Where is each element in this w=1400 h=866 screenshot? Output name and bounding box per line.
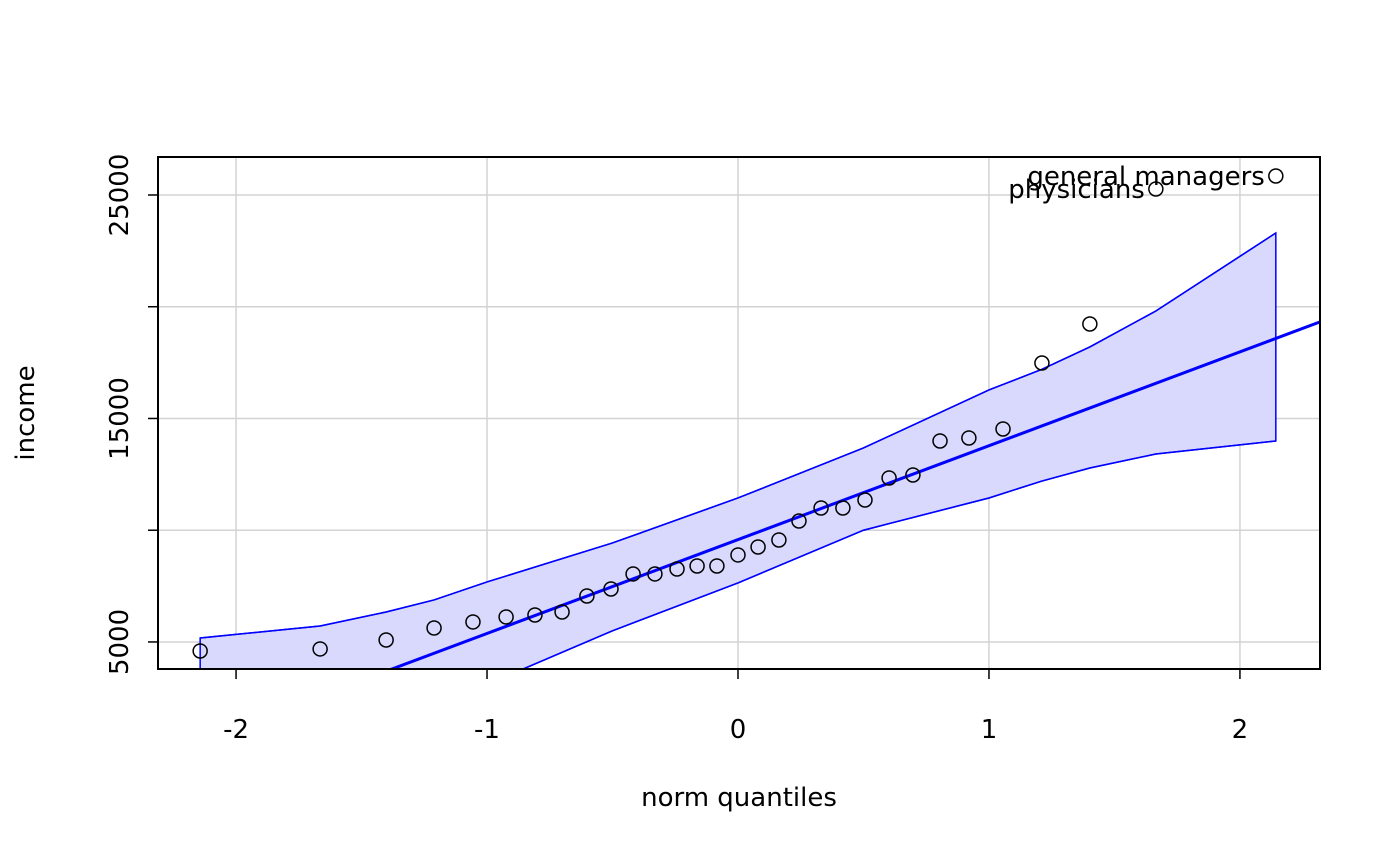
y-tick-label: 25000 (105, 154, 135, 237)
point (905, 467, 921, 483)
x-tick-label: -2 (223, 715, 249, 745)
reference-line (387, 320, 1320, 669)
y-axis-label: income (11, 365, 41, 460)
point (498, 609, 514, 625)
point (527, 607, 543, 623)
x-tick-label: 2 (1232, 715, 1249, 745)
point (730, 547, 746, 563)
x-tick-label: 1 (981, 715, 998, 745)
point (791, 513, 807, 529)
point (647, 566, 663, 582)
plot-frame (157, 156, 1321, 670)
point (689, 558, 705, 574)
point (1268, 168, 1284, 184)
point (579, 588, 595, 604)
point (603, 581, 619, 597)
point (669, 561, 685, 577)
point (378, 632, 394, 648)
point (961, 430, 977, 446)
point (554, 604, 570, 620)
point (881, 470, 897, 486)
plot-area (199, 231, 1320, 669)
y-tick-label: 5000 (105, 609, 135, 675)
x-axis-label: norm quantiles (641, 783, 837, 813)
point (1148, 181, 1164, 197)
point (426, 620, 442, 636)
point (835, 500, 851, 516)
point (709, 558, 725, 574)
x-tick-label: 0 (730, 715, 747, 745)
point-label: physicians (1008, 175, 1145, 205)
y-tick-label: 15000 (105, 377, 135, 460)
point (995, 421, 1011, 437)
point (465, 614, 481, 630)
point-label: general managers (1027, 162, 1265, 192)
point (1082, 316, 1098, 332)
point (192, 643, 208, 659)
envelope-lower (521, 440, 1276, 669)
point (312, 641, 328, 657)
point (1034, 355, 1050, 371)
x-tick-label: -1 (474, 715, 500, 745)
point (771, 532, 787, 548)
point (857, 492, 873, 508)
point (932, 433, 948, 449)
point (625, 566, 641, 582)
point (750, 539, 766, 555)
point (813, 500, 829, 516)
envelope-upper (200, 232, 1277, 639)
